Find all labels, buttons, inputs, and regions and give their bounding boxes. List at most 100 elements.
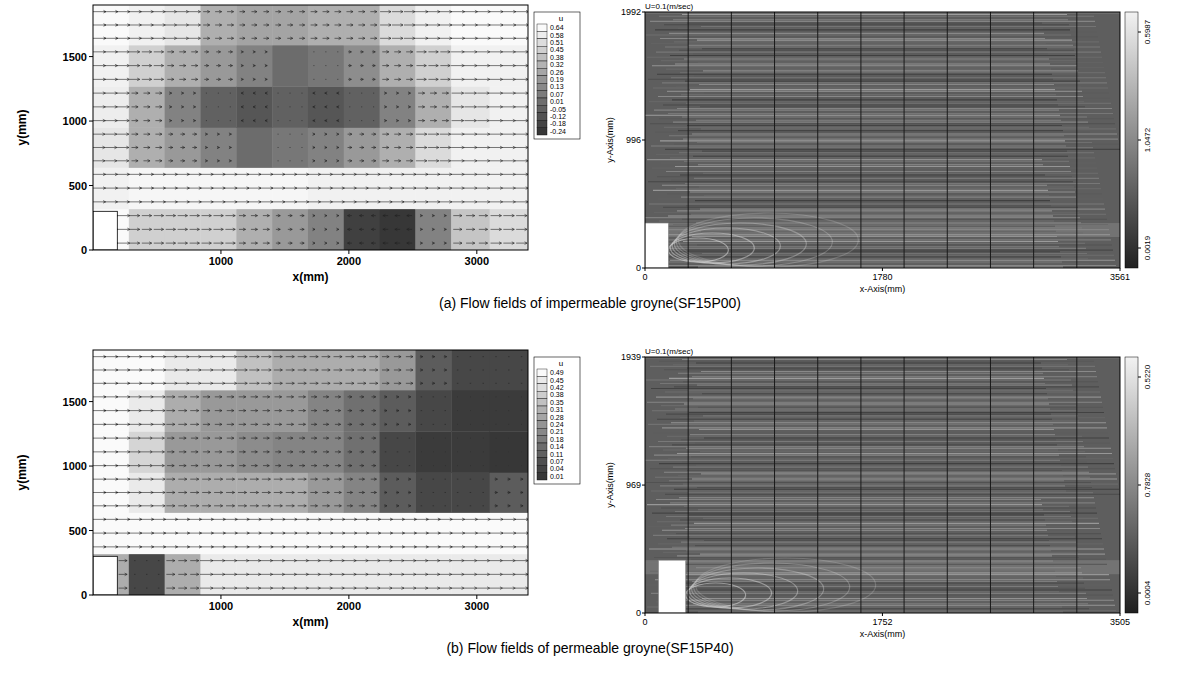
x-tick xyxy=(882,613,883,616)
velocity-vector xyxy=(128,355,142,358)
velocity-vector xyxy=(418,92,425,95)
velocity-vector xyxy=(286,478,295,481)
velocity-vector xyxy=(445,424,446,425)
velocity-vector xyxy=(166,423,175,426)
velocity-vector xyxy=(205,160,208,163)
legend-swatch xyxy=(537,450,547,457)
velocity-vector xyxy=(248,573,261,576)
velocity-vector xyxy=(489,518,503,521)
particle-streak xyxy=(647,159,1042,160)
particle-streak xyxy=(690,89,1055,90)
velocity-vector xyxy=(300,242,304,245)
velocity-vector xyxy=(192,160,196,163)
velocity-vector xyxy=(502,587,515,590)
particle-streak xyxy=(702,253,1087,254)
contour-cell xyxy=(272,554,308,595)
velocity-vector xyxy=(167,464,174,467)
velocity-vector xyxy=(249,355,259,358)
velocity-vector xyxy=(169,92,172,95)
velocity-vector xyxy=(217,133,220,136)
velocity-vector xyxy=(395,242,400,245)
velocity-vector xyxy=(313,228,316,231)
contour-cell xyxy=(308,128,344,168)
particle-streak xyxy=(657,521,1072,522)
velocity-vector xyxy=(259,173,273,176)
velocity-vector xyxy=(128,478,141,481)
velocity-vector xyxy=(307,559,320,562)
velocity-vector xyxy=(227,10,234,13)
particle-streak xyxy=(694,523,1099,524)
x-tick-label: 2000 xyxy=(337,255,361,267)
velocity-vector xyxy=(355,187,368,190)
contour-cell xyxy=(129,209,165,250)
particle-streak xyxy=(684,506,1069,507)
velocity-vector xyxy=(489,106,502,109)
contour-cell xyxy=(415,554,451,595)
velocity-vector xyxy=(241,64,244,67)
particle-streak xyxy=(683,484,1118,485)
image-seam xyxy=(774,12,775,268)
velocity-vector xyxy=(192,146,196,149)
particle-streak xyxy=(660,485,1065,486)
legend-label: 0.42 xyxy=(550,384,564,391)
velocity-vector xyxy=(407,242,412,245)
x-tick xyxy=(476,250,477,254)
velocity-vector xyxy=(464,133,477,136)
velocity-vector xyxy=(128,24,141,27)
velocity-vector xyxy=(406,355,413,358)
contour-cell xyxy=(129,473,165,513)
velocity-vector xyxy=(382,64,389,67)
particle-streak xyxy=(665,391,1100,392)
velocity-vector xyxy=(307,518,321,521)
image-seam xyxy=(731,357,732,613)
legend-label: 0.04 xyxy=(550,465,564,472)
contour-cell xyxy=(415,350,451,390)
velocity-vector xyxy=(93,78,106,81)
x-tick-label: 0 xyxy=(642,617,647,627)
velocity-vector xyxy=(408,92,411,95)
contour-cell xyxy=(490,473,528,513)
velocity-vector xyxy=(379,546,393,549)
velocity-vector xyxy=(445,505,446,506)
velocity-vector xyxy=(180,160,184,163)
plot-area xyxy=(93,5,528,250)
velocity-vector xyxy=(451,532,465,535)
velocity-vector xyxy=(130,51,140,54)
velocity-vector xyxy=(301,93,302,94)
velocity-vector xyxy=(188,173,202,176)
contour-cell xyxy=(451,5,490,45)
velocity-vector xyxy=(451,201,464,204)
velocity-vector xyxy=(508,383,509,384)
velocity-vector xyxy=(272,559,285,562)
particle-streak xyxy=(646,482,1091,483)
velocity-vector xyxy=(348,228,352,231)
velocity-vector xyxy=(490,573,503,576)
velocity-vector xyxy=(453,214,462,217)
velocity-vector xyxy=(394,160,401,163)
velocity-vector xyxy=(249,382,259,385)
particle-streak xyxy=(695,98,1110,99)
velocity-vector xyxy=(324,133,327,136)
velocity-vector xyxy=(439,24,452,27)
particle-streak xyxy=(670,55,1075,56)
particle-streak xyxy=(695,443,1110,444)
velocity-vector xyxy=(188,355,201,358)
contour-cell xyxy=(165,473,201,513)
velocity-vector xyxy=(152,37,165,40)
y-tick xyxy=(642,12,645,13)
velocity-vector xyxy=(430,92,437,95)
velocity-vector xyxy=(251,10,256,13)
particle-streak xyxy=(704,195,1049,196)
velocity-vector xyxy=(128,396,141,399)
velocity-vector xyxy=(176,369,189,372)
contour-cell xyxy=(272,390,308,432)
velocity-vector xyxy=(259,187,273,190)
contour-cell xyxy=(308,350,344,390)
velocity-vector xyxy=(193,92,196,95)
contour-cell xyxy=(380,167,416,209)
x-tick xyxy=(476,595,477,599)
particle-streak xyxy=(704,540,1049,541)
velocity-vector xyxy=(440,78,450,81)
velocity-vector xyxy=(444,465,446,466)
velocity-vector xyxy=(343,187,356,190)
